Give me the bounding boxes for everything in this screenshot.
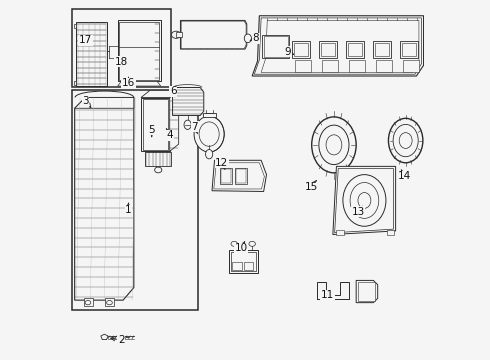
- Polygon shape: [170, 90, 179, 151]
- Bar: [176, 32, 181, 37]
- Bar: [337, 230, 343, 234]
- Bar: [295, 60, 311, 72]
- Bar: [349, 60, 365, 72]
- Text: 11: 11: [321, 291, 334, 301]
- Polygon shape: [252, 16, 423, 76]
- Polygon shape: [141, 98, 170, 151]
- Bar: [319, 41, 337, 58]
- Polygon shape: [120, 22, 159, 80]
- Ellipse shape: [172, 31, 181, 39]
- Bar: [220, 168, 232, 184]
- Text: 14: 14: [398, 170, 411, 181]
- Bar: [264, 36, 288, 57]
- Bar: [375, 42, 389, 56]
- Ellipse shape: [231, 241, 238, 246]
- Ellipse shape: [326, 135, 342, 155]
- Polygon shape: [317, 282, 349, 299]
- Ellipse shape: [312, 117, 356, 173]
- Polygon shape: [180, 21, 247, 49]
- Ellipse shape: [399, 133, 412, 148]
- Polygon shape: [172, 87, 204, 116]
- Ellipse shape: [245, 34, 251, 42]
- Ellipse shape: [319, 125, 349, 165]
- Polygon shape: [105, 298, 114, 306]
- Text: 17: 17: [79, 35, 93, 45]
- Bar: [400, 41, 418, 58]
- Ellipse shape: [199, 122, 219, 146]
- Polygon shape: [118, 81, 161, 86]
- Polygon shape: [101, 334, 108, 339]
- Bar: [373, 41, 391, 58]
- Bar: [72, 90, 198, 310]
- Ellipse shape: [393, 125, 418, 157]
- Polygon shape: [84, 298, 93, 306]
- Text: 12: 12: [215, 158, 228, 170]
- Text: 13: 13: [351, 206, 365, 217]
- Bar: [229, 250, 258, 273]
- Bar: [235, 168, 247, 184]
- Bar: [346, 41, 364, 58]
- Text: 16: 16: [122, 77, 135, 88]
- Text: 15: 15: [305, 180, 318, 192]
- Polygon shape: [214, 163, 265, 189]
- Bar: [321, 42, 335, 56]
- Text: 9: 9: [285, 46, 294, 57]
- Polygon shape: [74, 24, 76, 28]
- Bar: [244, 262, 253, 270]
- Bar: [84, 27, 98, 36]
- Bar: [145, 152, 171, 166]
- Bar: [402, 42, 416, 56]
- Bar: [82, 26, 101, 37]
- Bar: [403, 60, 419, 72]
- Polygon shape: [254, 18, 421, 74]
- Text: 1: 1: [125, 203, 132, 216]
- Bar: [294, 42, 309, 56]
- Text: 3: 3: [82, 96, 91, 108]
- Text: 7: 7: [192, 122, 198, 134]
- Polygon shape: [74, 81, 76, 85]
- Text: 8: 8: [250, 33, 259, 43]
- Bar: [348, 42, 362, 56]
- Bar: [376, 60, 392, 72]
- Text: 4: 4: [166, 129, 173, 140]
- Ellipse shape: [205, 149, 213, 159]
- Ellipse shape: [358, 193, 371, 208]
- Polygon shape: [356, 280, 378, 303]
- Ellipse shape: [343, 175, 386, 226]
- Text: 6: 6: [170, 86, 176, 97]
- Bar: [231, 252, 256, 271]
- Polygon shape: [74, 98, 134, 108]
- Bar: [72, 9, 172, 87]
- Ellipse shape: [249, 241, 255, 246]
- Bar: [358, 282, 375, 301]
- Polygon shape: [141, 90, 179, 98]
- Ellipse shape: [194, 116, 224, 152]
- Polygon shape: [203, 113, 216, 117]
- Polygon shape: [333, 166, 395, 234]
- Polygon shape: [118, 21, 161, 81]
- Ellipse shape: [155, 167, 162, 173]
- Bar: [262, 35, 289, 58]
- Text: 2: 2: [111, 334, 124, 345]
- Polygon shape: [212, 160, 267, 192]
- Polygon shape: [143, 99, 168, 149]
- Ellipse shape: [389, 118, 423, 163]
- Bar: [387, 230, 394, 234]
- Bar: [232, 262, 242, 270]
- Text: 5: 5: [148, 125, 155, 137]
- Polygon shape: [335, 168, 393, 233]
- Bar: [236, 169, 246, 183]
- Bar: [322, 60, 338, 72]
- Polygon shape: [74, 98, 134, 300]
- Polygon shape: [76, 22, 107, 86]
- Text: 10: 10: [235, 241, 248, 253]
- Bar: [293, 41, 310, 58]
- Ellipse shape: [350, 183, 379, 219]
- Polygon shape: [261, 21, 419, 72]
- Ellipse shape: [184, 120, 191, 130]
- Polygon shape: [181, 21, 246, 48]
- Bar: [221, 169, 231, 183]
- Text: 18: 18: [115, 57, 128, 67]
